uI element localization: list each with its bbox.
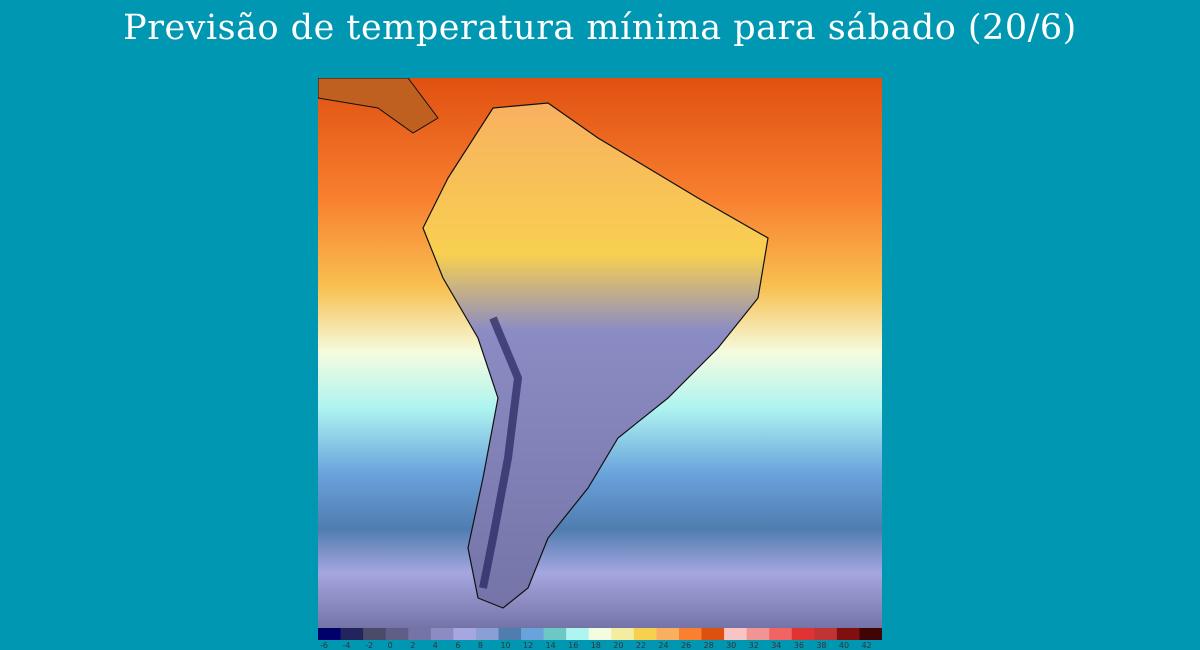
- colorbar-swatch: [724, 628, 748, 640]
- colorbar-label: 18: [591, 641, 601, 650]
- colorbar-swatch: [453, 628, 477, 640]
- colorbar-label: 24: [658, 641, 668, 650]
- colorbar-swatch: [701, 628, 725, 640]
- colorbar-swatch: [588, 628, 612, 640]
- colorbar-label: 6: [455, 641, 460, 650]
- colorbar-swatch: [498, 628, 522, 640]
- colorbar-label: 10: [500, 641, 510, 650]
- colorbar-swatch: [340, 628, 364, 640]
- colorbar-swatch: [475, 628, 499, 640]
- colorbar-label: 38: [816, 641, 826, 650]
- colorbar-label: 26: [681, 641, 691, 650]
- colorbar-label: -6: [320, 641, 328, 650]
- colorbar-swatch: [791, 628, 815, 640]
- colorbar-label: 40: [839, 641, 849, 650]
- colorbar-label: 34: [771, 641, 781, 650]
- central-america: [318, 78, 439, 134]
- colorbar-label: 4: [433, 641, 438, 650]
- colorbar-swatch: [836, 628, 860, 640]
- colorbar-swatch: [543, 628, 567, 640]
- colorbar-swatch: [363, 628, 387, 640]
- colorbar: -6 -4 -2 0 2 4 6 8 10 12 14 16 18 20 22 24 26 28 30 32 34 36 3…: [318, 628, 882, 650]
- colorbar-label: 12: [523, 641, 533, 650]
- colorbar-swatch: [611, 628, 635, 640]
- colorbar-label: 32: [749, 641, 759, 650]
- colorbar-label: 14: [546, 641, 556, 650]
- colorbar-swatch: [678, 628, 703, 640]
- colorbar-swatch: [408, 628, 432, 640]
- colorbar-swatch: [633, 628, 657, 640]
- colorbar-label: -4: [343, 641, 351, 650]
- colorbar-swatch: [318, 628, 342, 640]
- colorbar-swatch: [430, 628, 454, 640]
- colorbar-label: 30: [726, 641, 736, 650]
- colorbar-swatch: [859, 628, 882, 640]
- colorbar-swatch: [566, 628, 590, 640]
- colorbar-label: 8: [478, 641, 483, 650]
- colorbar-label: 28: [704, 641, 714, 650]
- colorbar-swatch: [746, 628, 770, 640]
- colorbar-label: 42: [861, 641, 871, 650]
- colorbar-swatch: [769, 628, 793, 640]
- colorbar-swatch: [814, 628, 838, 640]
- colorbar-label: 2: [410, 641, 415, 650]
- colorbar-label: 16: [568, 641, 578, 650]
- colorbar-swatch: [521, 628, 545, 640]
- colorbar-label: -2: [365, 641, 373, 650]
- continent: [422, 102, 769, 609]
- colorbar-label: 0: [388, 641, 393, 650]
- title: Previsão de temperatura mínima para sába…: [123, 8, 1077, 48]
- colorbar-swatch: [656, 628, 680, 640]
- colorbar-label: 20: [613, 641, 623, 650]
- colorbar-label: 22: [636, 641, 646, 650]
- colorbar-swatch: [385, 628, 409, 640]
- andes: [479, 316, 523, 589]
- temperature-map: [318, 78, 882, 628]
- colorbar-label: 36: [794, 641, 804, 650]
